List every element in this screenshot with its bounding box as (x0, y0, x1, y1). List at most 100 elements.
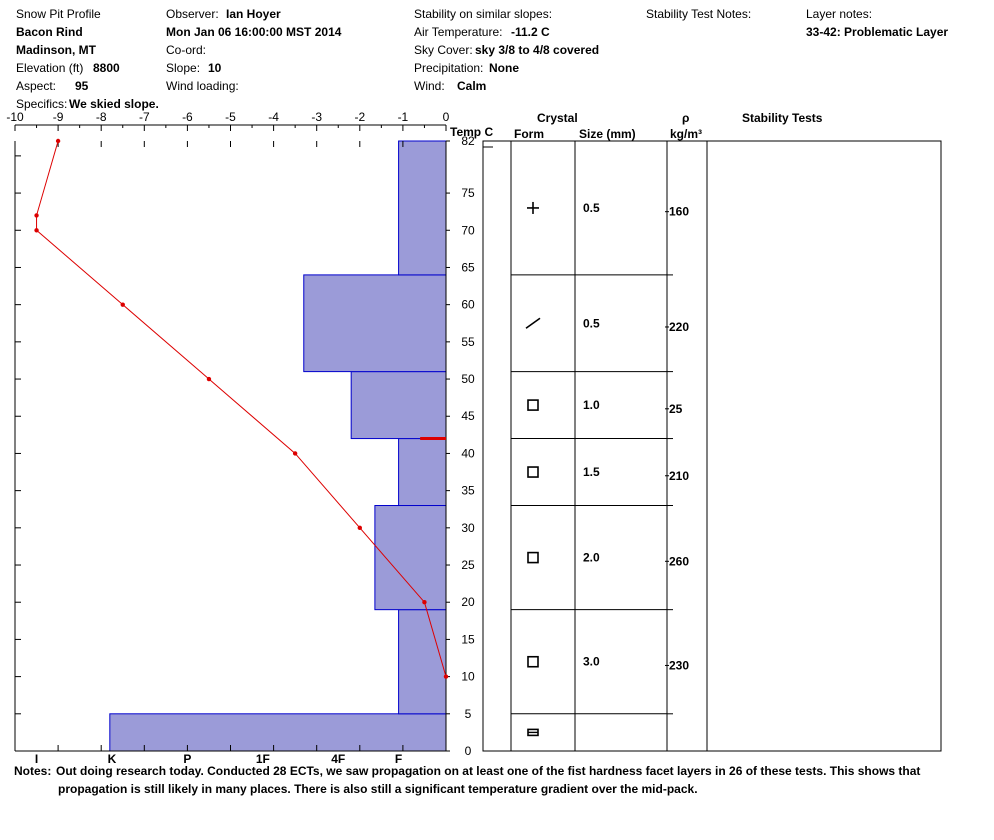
wind-value: Calm (457, 79, 487, 93)
coord-label: Co-ord: (166, 43, 207, 57)
crystal-size: 1.0 (583, 398, 600, 412)
crystal-size: 0.5 (583, 201, 600, 215)
height-tick-label: 25 (461, 558, 475, 572)
temp-tick-label: -5 (225, 110, 236, 124)
aspect-label: Aspect: (16, 79, 57, 93)
temperature-point (34, 228, 39, 233)
height-tick-label: 75 (461, 186, 475, 200)
observer-value: Ian Hoyer (226, 7, 281, 21)
crystal-form-square (527, 466, 539, 478)
crystal-form-square (527, 399, 539, 411)
axis-ticks: -10 -9 -8 -7 -6 -5 -4 -3 -2 -1 0827570656055504540… (6, 110, 475, 766)
temperature-point (120, 302, 125, 307)
height-tick-label: 40 (461, 446, 475, 460)
temperature-point (443, 674, 449, 679)
hardness-label: I (35, 752, 38, 766)
density-value: 230 (669, 658, 689, 672)
temp-tick-label: -4 (268, 110, 279, 124)
temperature-point (206, 376, 212, 382)
hardness-bar (109, 713, 447, 752)
height-tick-label: 5 (465, 707, 472, 721)
crystal-size: 1.5 (583, 465, 600, 479)
hardness-label: F (395, 752, 402, 766)
temperature-point (422, 600, 427, 605)
specifics-label: Specifics: (16, 97, 68, 111)
hardness-label: K (108, 752, 117, 766)
temp-tick-label: -6 (182, 110, 193, 124)
height-tick-label: 60 (461, 298, 475, 312)
temperature-point (34, 213, 39, 218)
hardness-label: P (183, 752, 191, 766)
precip-label: Precipitation: (414, 61, 484, 75)
temp-tick-label: -7 (139, 110, 150, 124)
hardness-bars (109, 140, 447, 752)
height-tick-label: 45 (461, 409, 475, 423)
temp-tick-label: -1 (398, 110, 409, 124)
location-name: Bacon Rind (16, 25, 83, 39)
stability-tests-header: Stability Tests (742, 111, 823, 125)
height-tick-label: 65 (461, 260, 475, 274)
hardness-label: 4F (331, 752, 345, 766)
density-symbol-header: ρ (682, 111, 690, 125)
air-temp-value: -11.2 C (511, 25, 550, 39)
hardness-label: 1F (256, 752, 270, 766)
crystal-size: 0.5 (583, 316, 600, 330)
height-tick-label: 20 (461, 595, 475, 609)
stability-label: Stability on similar slopes: (414, 7, 553, 21)
height-tick-label: 35 (461, 484, 475, 498)
height-tick-label: 50 (461, 372, 475, 386)
stability-notes-label: Stability Test Notes: (646, 7, 752, 21)
crystal-size: 2.0 (583, 551, 600, 565)
temperature-profile (34, 138, 449, 679)
layer-table-border (482, 140, 942, 752)
layer-table: 0.5 160 0.5 220 1.0 25 1.5 210 2.0 260 3.0 230 (482, 140, 942, 752)
hardness-bar (350, 371, 447, 440)
hardness-bar (398, 609, 447, 715)
observer-label: Observer: (166, 7, 219, 21)
crystal-header: Crystal (537, 111, 578, 125)
slope-value: 10 (208, 61, 222, 75)
crystal-form-square (527, 655, 539, 668)
air-temp-label: Air Temperature: (414, 25, 503, 39)
height-tick-label: 82 (461, 134, 475, 148)
temp-tick-label: -2 (354, 110, 365, 124)
density-value: 210 (669, 469, 689, 483)
hardness-bar (303, 274, 447, 373)
temp-tick-label: -8 (96, 110, 107, 124)
height-tick-label: 10 (461, 670, 475, 684)
temp-tick-label: -10 (6, 110, 24, 124)
elevation-value: 8800 (93, 61, 120, 75)
temp-tick-label: -3 (311, 110, 322, 124)
temp-tick-label: -9 (53, 110, 64, 124)
density-value: 160 (669, 205, 689, 219)
temp-axis-title: Temp C (450, 125, 494, 139)
layer-notes-label: Layer notes: (806, 7, 873, 21)
slope-label: Slope: (166, 61, 201, 75)
crystal-form-square (527, 551, 539, 564)
height-tick-label: 55 (461, 335, 475, 349)
notes-label: Notes: (14, 764, 52, 778)
region-name: Madinson, MT (16, 43, 96, 57)
density-value: 25 (669, 402, 683, 416)
temp-tick-label: 0 (443, 110, 450, 124)
wind-label: Wind: (414, 79, 445, 93)
height-tick-label: 15 (461, 632, 475, 646)
specifics-value: We skied slope. (69, 97, 159, 111)
precip-value: None (489, 61, 519, 75)
density-unit-header: kg/m³ (670, 127, 703, 141)
profile-title: Snow Pit Profile (16, 7, 101, 21)
layer-note: 33-42: Problematic Layer (806, 25, 949, 39)
notes-line-1: Out doing research today. Conducted 28 E… (56, 764, 921, 778)
temperature-point (292, 451, 298, 456)
density-value: 220 (669, 320, 689, 334)
density-value: 260 (669, 554, 689, 568)
height-tick-label: 0 (465, 744, 472, 758)
hardness-bar (398, 140, 447, 276)
crystal-size: 3.0 (583, 655, 600, 669)
sky-cover-value: sky 3/8 to 4/8 covered (475, 43, 600, 57)
height-tick-label: 70 (461, 223, 475, 237)
elevation-label: Elevation (ft) (16, 61, 84, 75)
crystal-form-slash (525, 317, 541, 329)
sky-cover-label: Sky Cover: (414, 43, 473, 57)
